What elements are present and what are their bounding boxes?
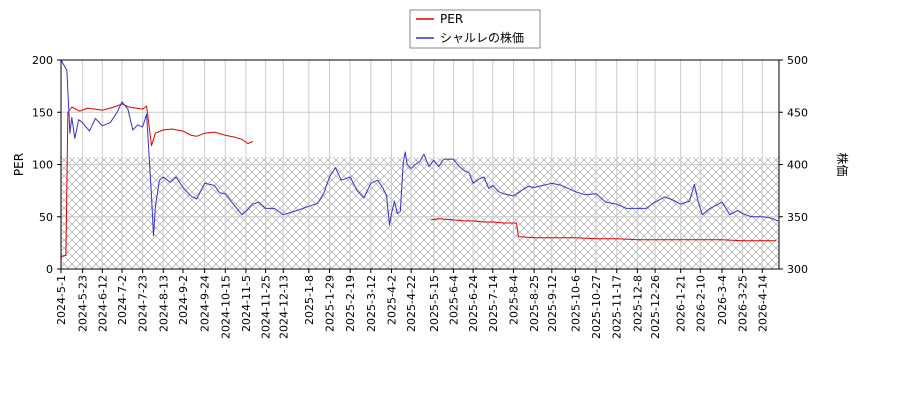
x-tick-label: 2025-12-8 (631, 275, 644, 332)
x-tick-label: 2024-7-23 (137, 275, 150, 332)
y-right-tick-label: 500 (787, 54, 808, 67)
x-tick-label: 2025-2-19 (344, 275, 357, 332)
x-tick-label: 2024-10-15 (219, 275, 232, 339)
x-tick-label: 2025-10-27 (590, 275, 603, 339)
x-tick-label: 2025-9-12 (546, 275, 559, 332)
y-right-tick-label: 400 (787, 159, 808, 172)
x-tick-label: 2024-12-13 (277, 275, 290, 339)
x-tick-label: 2025-1-29 (324, 275, 337, 332)
series-line-per (60, 103, 253, 257)
y-left-tick-label: 100 (32, 159, 53, 172)
x-tick-label: 2025-10-6 (569, 275, 582, 332)
x-tick-label: 2025-4-2 (385, 275, 398, 325)
y-right-tick-label: 300 (787, 263, 808, 276)
series-layer (60, 59, 779, 257)
y-right-tick-label: 350 (787, 211, 808, 224)
x-tick-label: 2024-11-5 (240, 275, 253, 332)
x-tick-label: 2025-7-14 (487, 275, 500, 332)
x-tick-label: 2026-4-14 (756, 275, 769, 332)
x-tick-label: 2026-3-4 (716, 275, 729, 325)
x-tick-label: 2024-11-25 (260, 275, 273, 339)
legend-label-per: PER (440, 12, 463, 26)
x-tick-label: 2024-5-1 (55, 275, 68, 325)
y-left-tick-label: 50 (39, 211, 53, 224)
x-tick-label: 2025-3-12 (365, 275, 378, 332)
y-axis-right-label: 株価 (835, 152, 850, 176)
y-left-tick-label: 150 (32, 106, 53, 119)
x-tick-label: 2025-8-25 (528, 275, 541, 332)
x-tick-label: 2026-2-10 (694, 275, 707, 332)
legend-box (409, 9, 541, 49)
y-axis-left: 0 50 100 150 200 (32, 54, 61, 276)
x-tick-label: 2025-5-15 (428, 275, 441, 332)
x-tick-label: 2024-6-12 (96, 275, 109, 332)
x-tick-label: 2026-3-25 (737, 275, 750, 332)
x-tick-label: 2025-6-4 (447, 275, 460, 325)
y-left-tick-label: 200 (32, 54, 53, 67)
x-tick-label: 2024-9-24 (199, 275, 212, 332)
legend: PER シャルレの株価 (409, 9, 541, 49)
y-axis-right: 300 350 400 450 500 (779, 54, 808, 276)
y-left-tick-label: 0 (46, 263, 53, 276)
hatched-band (61, 157, 779, 269)
x-tick-label: 2025-6-24 (467, 275, 480, 332)
x-tick-label: 2025-1-8 (303, 275, 316, 325)
x-tick-label: 2024-5-23 (77, 275, 90, 332)
x-tick-label: 2025-8-4 (507, 275, 520, 325)
x-tick-label: 2024-8-13 (157, 275, 170, 332)
x-tick-label: 2025-11-17 (611, 275, 624, 339)
hatched-band-area (61, 157, 779, 269)
x-tick-label: 2025-4-22 (405, 275, 418, 332)
x-tick-label: 2026-1-21 (675, 275, 688, 332)
x-tick-label: 2025-12-26 (649, 275, 662, 339)
y-axis-left-label: PER (12, 153, 26, 176)
x-axis: 2024-5-1 2024-5-23 2024-6-12 2024-7-2 2024-7… (55, 269, 769, 339)
series-line-stock-price (60, 59, 779, 237)
x-tick-label: 2024-9-2 (177, 275, 190, 325)
series-line-per (430, 218, 776, 242)
legend-label-stock-price: シャルレの株価 (440, 30, 524, 45)
y-right-tick-label: 450 (787, 106, 808, 119)
x-tick-label: 2024-7-2 (116, 275, 129, 325)
